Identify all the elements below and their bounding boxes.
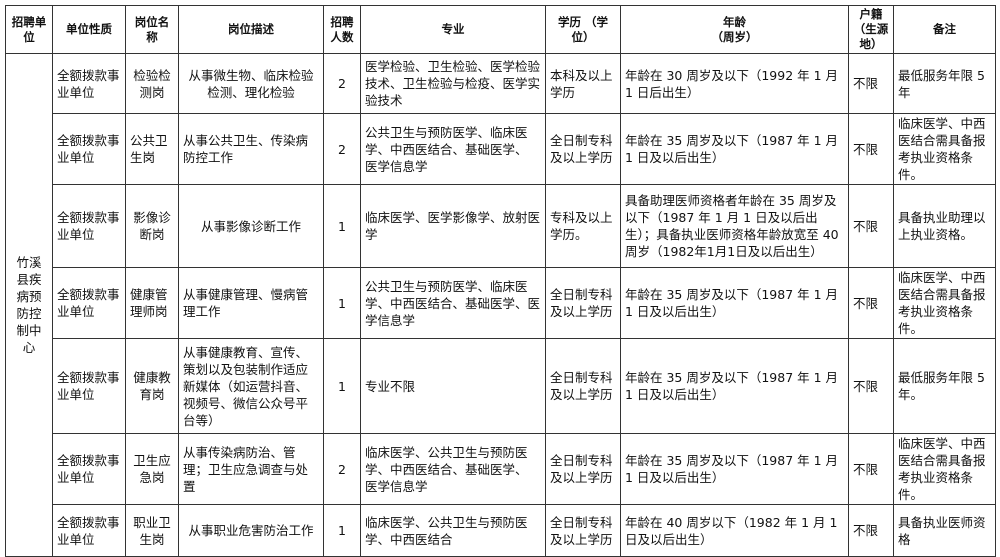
desc-cell: 从事影像诊断工作 — [178, 184, 324, 268]
header-age: 年龄 （周岁） — [620, 5, 849, 54]
desc-cell: 从事公共卫生、传染病防控工作 — [178, 113, 324, 185]
header-post: 岗位名称 — [125, 5, 179, 54]
major-cell: 临床医学、公共卫生与预防医学、中西医结合 — [360, 504, 546, 557]
age-cell: 具备助理医师资格者年龄在 35 周岁及以下（1987 年 1 月 1 日及以后出… — [620, 184, 849, 268]
table-row: 全额拨款事业单位 公共卫生岗 从事公共卫生、传染病防控工作 2 公共卫生与预防医学、临床… — [6, 113, 996, 185]
edu-cell: 全日制专科及以上学历 — [545, 504, 621, 557]
count-cell: 1 — [323, 184, 361, 268]
age-cell: 年龄在 30 周岁及以下（1992 年 1 月 1 日后出生） — [620, 53, 849, 114]
age-cell: 年龄在 40 周岁以下（1982 年 1 月 1 日及以后出生） — [620, 504, 849, 557]
hukou-cell: 不限 — [848, 504, 894, 557]
age-cell: 年龄在 35 周岁及以下（1987 年 1 月 1 日及以后出生） — [620, 338, 849, 434]
edu-cell: 全日制专科及以上学历 — [545, 433, 621, 505]
note-cell: 临床医学、中西医结合需具备报考执业资格条件。 — [893, 113, 996, 185]
header-edu: 学历 （学位） — [545, 5, 621, 54]
hukou-cell: 不限 — [848, 53, 894, 114]
major-cell: 专业不限 — [360, 338, 546, 434]
hukou-cell: 不限 — [848, 184, 894, 268]
nature-cell: 全额拨款事业单位 — [52, 504, 126, 557]
post-cell: 职业卫生岗 — [125, 504, 179, 557]
desc-cell: 从事健康管理、慢病管理工作 — [178, 267, 324, 339]
post-cell: 卫生应急岗 — [125, 433, 179, 505]
count-cell: 2 — [323, 113, 361, 185]
header-unit: 招聘单位 — [5, 5, 53, 54]
edu-cell: 全日制专科及以上学历 — [545, 113, 621, 185]
age-cell: 年龄在 35 周岁及以下（1987 年 1 月 1 日及以后出生） — [620, 433, 849, 505]
count-cell: 1 — [323, 267, 361, 339]
note-cell: 最低服务年限 5 年 — [893, 53, 996, 114]
count-cell: 2 — [323, 53, 361, 114]
note-cell: 具备执业助理以上执业资格。 — [893, 184, 996, 268]
major-cell: 公共卫生与预防医学、临床医学、中西医结合、基础医学、 医学信息学 — [360, 113, 546, 185]
desc-cell: 从事传染病防治、管理；卫生应急调查与处置 — [178, 433, 324, 505]
edu-cell: 本科及以上学历 — [545, 53, 621, 114]
table-row: 竹溪县疾病预防控制中心 全额拨款事业单位 检验检测岗 从事微生物、临床检验检测、理化检… — [5, 53, 996, 557]
note-cell: 临床医学、中西医结合需具备报考执业资格条件。 — [893, 267, 996, 339]
unit-cell: 竹溪县疾病预防控制中心 — [5, 53, 53, 557]
nature-cell: 全额拨款事业单位 — [52, 433, 126, 505]
count-cell: 1 — [323, 504, 361, 557]
note-cell: 临床医学、中西医结合需具备报考执业资格条件。 — [893, 433, 996, 505]
desc-cell: 从事健康教育、宣传、策划以及包装制作适应新媒体（如运营抖音、视频号、微信公众号平… — [178, 338, 324, 434]
note-cell: 最低服务年限 5 年。 — [893, 338, 996, 434]
post-cell: 健康教育岗 — [125, 338, 179, 434]
table-row: 全额拨款事业单位 影像诊断岗 从事影像诊断工作 1 临床医学、医学影像学、放射医学 专科及… — [6, 184, 996, 268]
header-count: 招聘人数 — [323, 5, 361, 54]
age-cell: 年龄在 35 周岁及以下（1987 年 1 月 1 日及以后出生） — [620, 113, 849, 185]
header-row: 招聘单位 单位性质 岗位名称 岗位描述 招聘人数 专业 学历 （学位） 年龄 （… — [5, 5, 996, 54]
count-cell: 2 — [323, 433, 361, 505]
recruitment-table: 招聘单位 单位性质 岗位名称 岗位描述 招聘人数 专业 学历 （学位） 年龄 （… — [5, 5, 996, 557]
desc-cell: 从事微生物、临床检验检测、理化检验 — [178, 53, 324, 114]
major-cell: 公共卫生与预防医学、临床医学、中西医结合、基础医学、医学信息学 — [360, 267, 546, 339]
edu-cell: 全日制专科及以上学历 — [545, 338, 621, 434]
note-cell: 具备执业医师资格 — [893, 504, 996, 557]
hukou-cell: 不限 — [848, 267, 894, 339]
hukou-cell: 不限 — [848, 338, 894, 434]
age-cell: 年龄在 35 周岁及以下（1987 年 1 月 1 日及以后出生） — [620, 267, 849, 339]
edu-cell: 专科及以上学历。 — [545, 184, 621, 268]
header-major: 专业 — [360, 5, 546, 54]
post-cell: 影像诊断岗 — [125, 184, 179, 268]
header-hukou: 户籍（生源地） — [848, 5, 894, 54]
nature-cell: 全额拨款事业单位 — [52, 184, 126, 268]
nature-cell: 全额拨款事业单位 — [52, 53, 126, 114]
post-cell: 健康管理师岗 — [125, 267, 179, 339]
table-row: 全额拨款事业单位 健康教育岗 从事健康教育、宣传、策划以及包装制作适应新媒体（如运营… — [6, 338, 996, 434]
edu-cell: 全日制专科及以上学历 — [545, 267, 621, 339]
post-cell: 检验检测岗 — [125, 53, 179, 114]
count-cell: 1 — [323, 338, 361, 434]
major-cell: 临床医学、公共卫生与预防医学、中西医结合、基础医学、 医学信息学 — [360, 433, 546, 505]
post-cell: 公共卫生岗 — [125, 113, 179, 185]
header-note: 备注 — [893, 5, 996, 54]
table-row: 全额拨款事业单位 健康管理师岗 从事健康管理、慢病管理工作 1 公共卫生与预防医学、临床… — [6, 267, 996, 339]
major-cell: 临床医学、医学影像学、放射医学 — [360, 184, 546, 268]
nature-cell: 全额拨款事业单位 — [52, 113, 126, 185]
hukou-cell: 不限 — [848, 433, 894, 505]
header-desc: 岗位描述 — [178, 5, 324, 54]
table-row: 全额拨款事业单位 职业卫生岗 从事职业危害防治工作 1 临床医学、公共卫生与预防医学、中… — [6, 504, 996, 557]
desc-cell: 从事职业危害防治工作 — [178, 504, 324, 557]
major-cell: 医学检验、卫生检验、医学检验技术、卫生检验与检疫、医学实验技术 — [360, 53, 546, 114]
nature-cell: 全额拨款事业单位 — [52, 338, 126, 434]
table-row: 全额拨款事业单位 卫生应急岗 从事传染病防治、管理；卫生应急调查与处置 2 临床医学、公… — [6, 433, 996, 505]
nature-cell: 全额拨款事业单位 — [52, 267, 126, 339]
header-nature: 单位性质 — [52, 5, 126, 54]
hukou-cell: 不限 — [848, 113, 894, 185]
